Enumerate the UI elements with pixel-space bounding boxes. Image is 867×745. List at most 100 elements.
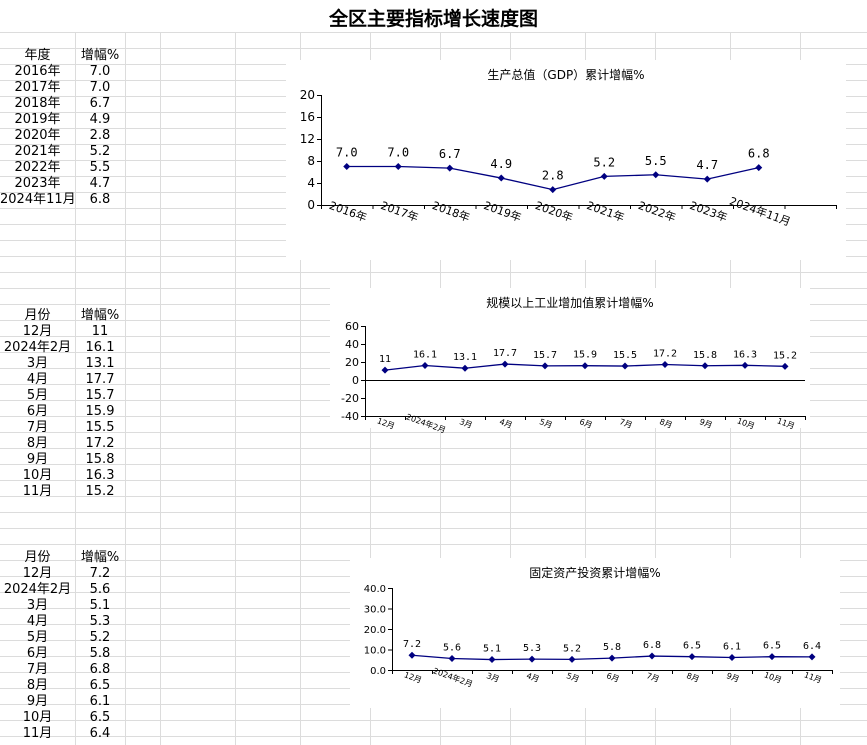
- table-row[interactable]: 7月 15.5: [0, 420, 150, 436]
- cell-value[interactable]: 15.8: [85, 452, 115, 467]
- cell-label[interactable]: 11月: [22, 726, 53, 741]
- cell-label[interactable]: 3月: [26, 598, 49, 613]
- table-row[interactable]: 2019年 4.9: [0, 112, 150, 128]
- table-row[interactable]: 3月 13.1: [0, 356, 150, 372]
- cell-value[interactable]: 15.5: [85, 420, 115, 435]
- data-point-marker[interactable]: [408, 651, 416, 659]
- industry-growth-chart[interactable]: 规模以上工业增加值累计增幅% -40 -20 0 20 40 60 12月 2024年2月 3月…: [330, 288, 810, 435]
- cell-label[interactable]: 2022年: [14, 160, 61, 175]
- cell-value[interactable]: 增幅%: [80, 550, 120, 565]
- data-point-marker[interactable]: [755, 164, 763, 172]
- table-row[interactable]: 11月 15.2: [0, 484, 150, 500]
- cell-label[interactable]: 2021年: [14, 144, 61, 159]
- cell-label[interactable]: 2020年: [14, 128, 61, 143]
- cell-label[interactable]: 9月: [26, 694, 49, 709]
- cell-label[interactable]: 月份: [24, 308, 51, 323]
- cell-value[interactable]: 15.7: [85, 388, 115, 403]
- table-row[interactable]: 2022年 5.5: [0, 160, 150, 176]
- table-row[interactable]: 6月 15.9: [0, 404, 150, 420]
- cell-value[interactable]: 17.7: [85, 372, 115, 387]
- table-row[interactable]: 7月 6.8: [0, 662, 150, 678]
- cell-value[interactable]: 6.8: [89, 662, 111, 677]
- cell-label[interactable]: 2024年2月: [3, 582, 72, 597]
- cell-value[interactable]: 5.1: [89, 598, 111, 613]
- cell-label[interactable]: 5月: [26, 388, 49, 403]
- table-row[interactable]: 3月 5.1: [0, 598, 150, 614]
- cell-label[interactable]: 2024年11月: [0, 192, 76, 207]
- cell-label[interactable]: 8月: [26, 678, 49, 693]
- data-point-marker[interactable]: [808, 653, 816, 661]
- data-point-marker[interactable]: [608, 654, 616, 662]
- data-point-marker[interactable]: [728, 653, 736, 661]
- investment-growth-chart[interactable]: 固定资产投资累计增幅% 0.0 10.0 20.0 30.0 40.0 12月 2024年2…: [350, 558, 840, 708]
- table-row[interactable]: 2020年 2.8: [0, 128, 150, 144]
- cell-value[interactable]: 4.9: [89, 112, 111, 127]
- cell-value[interactable]: 13.1: [85, 356, 115, 371]
- cell-value[interactable]: 17.2: [85, 436, 115, 451]
- table-header-row[interactable]: 月份 增幅%: [0, 550, 150, 566]
- table-row[interactable]: 2024年2月 16.1: [0, 340, 150, 356]
- cell-value[interactable]: 6.1: [89, 694, 111, 709]
- cell-value[interactable]: 16.1: [85, 340, 115, 355]
- cell-value[interactable]: 6.5: [89, 678, 111, 693]
- cell-value[interactable]: 15.9: [85, 404, 115, 419]
- cell-label[interactable]: 月份: [24, 550, 51, 565]
- table-row[interactable]: 10月 16.3: [0, 468, 150, 484]
- cell-label[interactable]: 2024年2月: [3, 340, 72, 355]
- data-point-marker[interactable]: [394, 163, 402, 170]
- cell-value[interactable]: 15.2: [85, 484, 115, 499]
- table-row[interactable]: 5月 5.2: [0, 630, 150, 646]
- data-point-marker[interactable]: [497, 174, 505, 182]
- table-row[interactable]: 5月 15.7: [0, 388, 150, 404]
- cell-value[interactable]: 4.7: [89, 176, 111, 191]
- cell-label[interactable]: 12月: [22, 566, 53, 581]
- cell-label[interactable]: 2018年: [14, 96, 61, 111]
- cell-label[interactable]: 5月: [26, 630, 49, 645]
- data-point-marker[interactable]: [581, 362, 589, 370]
- cell-value[interactable]: 7.0: [89, 80, 111, 95]
- cell-value[interactable]: 6.7: [89, 96, 111, 111]
- table-row[interactable]: 2017年 7.0: [0, 80, 150, 96]
- cell-label[interactable]: 12月: [22, 324, 53, 339]
- table-row[interactable]: 6月 5.8: [0, 646, 150, 662]
- cell-value[interactable]: 6.4: [89, 726, 111, 741]
- table-row[interactable]: 2024年11月 6.8: [0, 192, 150, 208]
- cell-value[interactable]: 2.8: [89, 128, 111, 143]
- data-point-marker[interactable]: [688, 653, 696, 661]
- cell-label[interactable]: 11月: [22, 484, 53, 499]
- data-point-marker[interactable]: [448, 655, 456, 663]
- data-point-marker[interactable]: [661, 361, 669, 369]
- cell-value[interactable]: 6.5: [89, 710, 111, 725]
- cell-label[interactable]: 2023年: [14, 176, 61, 191]
- data-point-marker[interactable]: [549, 186, 557, 194]
- data-point-marker[interactable]: [648, 652, 656, 660]
- cell-label[interactable]: 7月: [26, 420, 49, 435]
- cell-value[interactable]: 增幅%: [80, 308, 120, 323]
- table-row[interactable]: 8月 6.5: [0, 678, 150, 694]
- cell-label[interactable]: 年度: [24, 48, 51, 63]
- cell-label[interactable]: 3月: [26, 356, 49, 371]
- data-point-marker[interactable]: [781, 362, 789, 370]
- data-point-marker[interactable]: [741, 361, 749, 369]
- data-point-marker[interactable]: [488, 656, 496, 664]
- cell-label[interactable]: 9月: [26, 452, 49, 467]
- table-row[interactable]: 2016年 7.0: [0, 64, 150, 80]
- cell-label[interactable]: 2019年: [14, 112, 61, 127]
- table-row[interactable]: 4月 17.7: [0, 372, 150, 388]
- cell-label[interactable]: 10月: [22, 710, 53, 725]
- data-point-marker[interactable]: [568, 655, 576, 663]
- data-point-marker[interactable]: [541, 362, 549, 370]
- table-row[interactable]: 2018年 6.7: [0, 96, 150, 112]
- cell-label[interactable]: 6月: [26, 404, 49, 419]
- cell-label[interactable]: 6月: [26, 646, 49, 661]
- data-point-marker[interactable]: [501, 360, 509, 368]
- data-point-marker[interactable]: [703, 175, 711, 183]
- data-point-marker[interactable]: [421, 362, 429, 370]
- cell-label[interactable]: 10月: [22, 468, 53, 483]
- data-point-marker[interactable]: [701, 362, 709, 370]
- table-row[interactable]: 10月 6.5: [0, 710, 150, 726]
- cell-value[interactable]: 5.5: [89, 160, 111, 175]
- table-row[interactable]: 2021年 5.2: [0, 144, 150, 160]
- table-header-row[interactable]: 年度 增幅%: [0, 48, 150, 64]
- table-row[interactable]: 9月 15.8: [0, 452, 150, 468]
